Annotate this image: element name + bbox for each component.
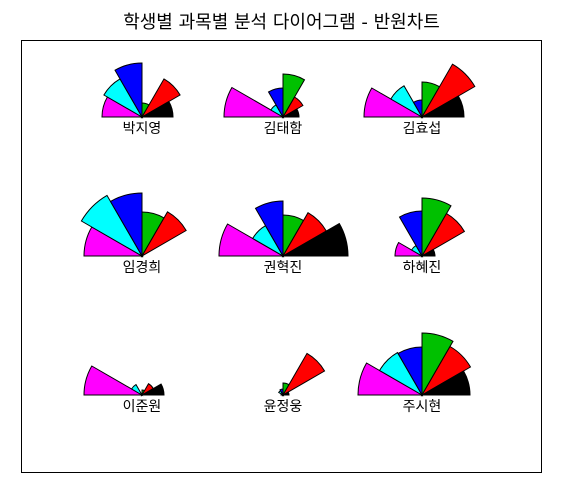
segment-5-3 (254, 200, 284, 258)
segment-4-5 (140, 211, 187, 258)
segment-9-2 (378, 351, 424, 397)
segment-5-6 (281, 222, 349, 257)
plot-frame (21, 40, 542, 473)
student-label: 주시현 (403, 399, 442, 415)
segment-7-2 (130, 383, 144, 397)
segment-9-6 (420, 370, 471, 396)
segment-1-5 (140, 78, 181, 119)
student-label: 윤정웅 (264, 399, 303, 415)
student-label: 김효섭 (403, 121, 442, 137)
segment-3-2 (390, 85, 424, 119)
segment-9-4 (421, 332, 454, 397)
star-8: 윤정웅 (264, 352, 326, 415)
segment-3-1 (363, 87, 424, 118)
student-label: 이준원 (123, 399, 162, 415)
segment-6-4 (421, 197, 452, 258)
star-9: 주시현 (357, 332, 472, 415)
star-5: 권혁진 (218, 200, 349, 276)
star-3: 김효섭 (363, 63, 476, 137)
star-6: 하혜진 (394, 197, 466, 276)
segment-9-1 (357, 362, 424, 396)
chart-title: 학생별 과목별 분석 다이어그램 - 반원차트 (123, 12, 440, 33)
segment-2-4 (282, 73, 306, 119)
star-2: 김태함 (223, 73, 306, 137)
segment-2-5 (281, 96, 304, 119)
star-1: 박지영 (101, 62, 181, 137)
segment-3-6 (420, 95, 465, 118)
segment-8-5 (281, 352, 326, 397)
student-label: 하혜진 (403, 260, 442, 276)
segment-3-5 (420, 63, 476, 119)
segment-4-2 (80, 194, 144, 258)
segment-8-6 (281, 391, 290, 396)
star-7: 이준원 (83, 365, 165, 415)
segment-6-6 (420, 248, 436, 257)
student-label: 권혁진 (264, 260, 303, 276)
segment-2-6 (281, 108, 300, 118)
student-label: 박지영 (123, 121, 162, 137)
segment-6-5 (420, 212, 466, 258)
star-4: 임경희 (80, 192, 187, 276)
segment-4-3 (109, 192, 143, 258)
segment-1-3 (114, 62, 143, 119)
segment-7-1 (83, 365, 144, 396)
student-label: 김태함 (264, 121, 303, 137)
segment-7-6 (140, 383, 165, 396)
student-label: 임경희 (123, 260, 162, 276)
segment-1-6 (140, 100, 174, 118)
segment-9-5 (420, 345, 472, 397)
segment-2-1 (223, 86, 285, 118)
segment-5-1 (218, 223, 285, 257)
